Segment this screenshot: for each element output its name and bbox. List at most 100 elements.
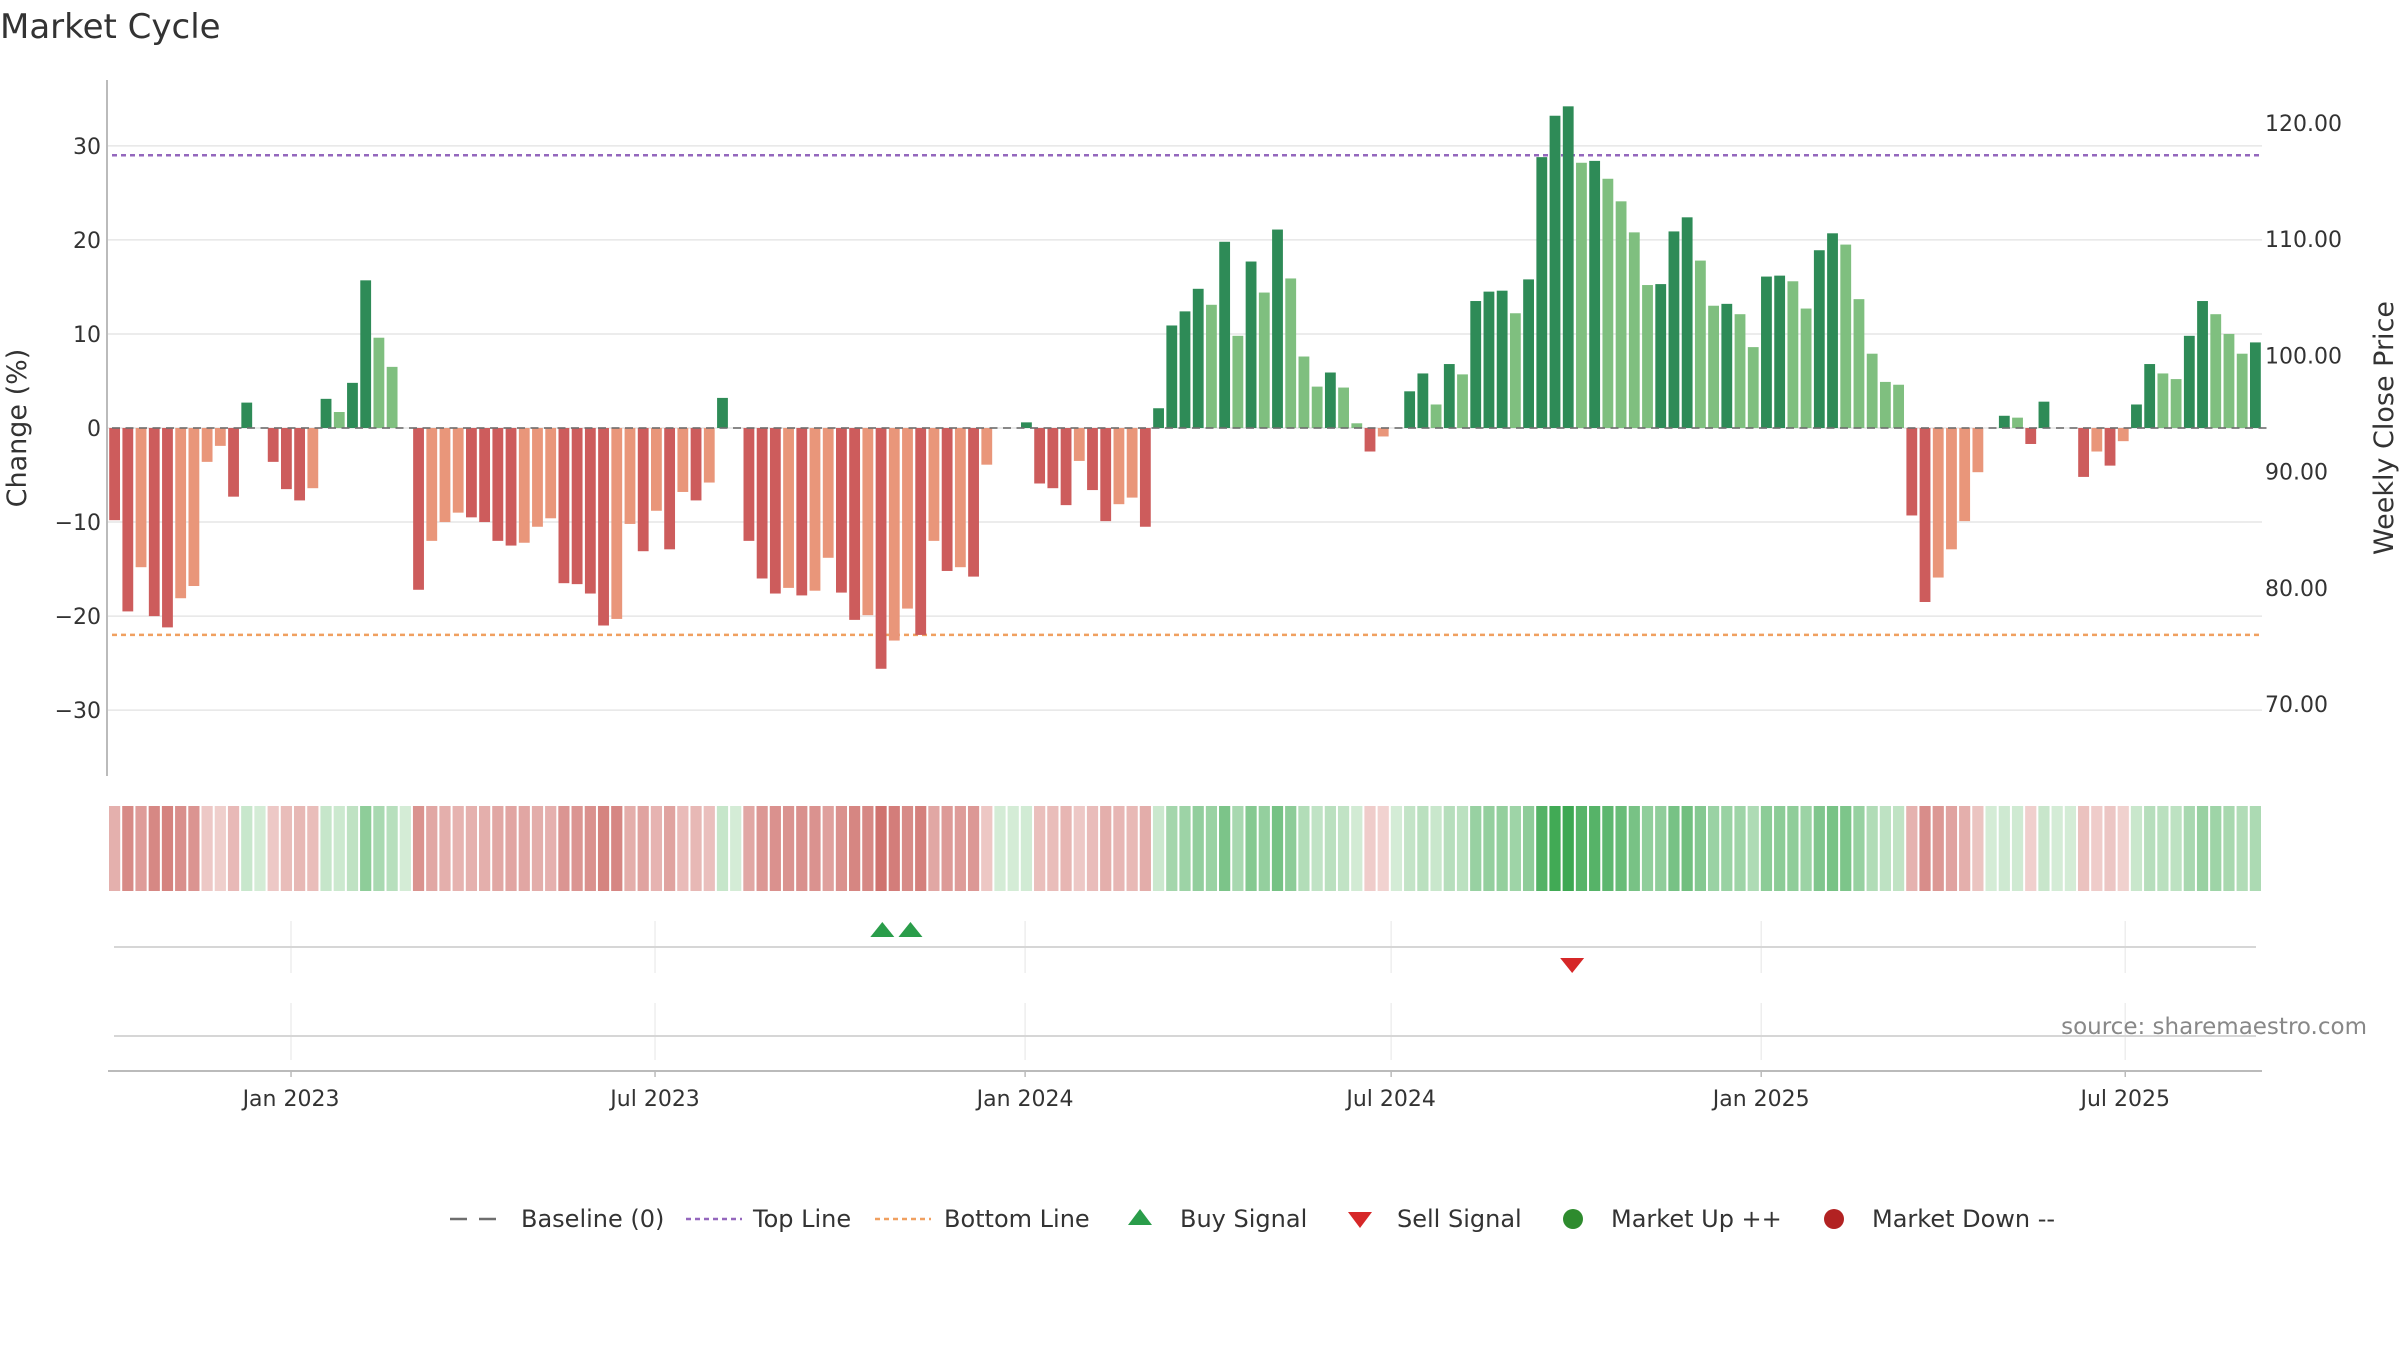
heat-cell: [690, 806, 702, 891]
bar: [1628, 232, 1640, 428]
bar: [1906, 428, 1918, 516]
bar: [1100, 428, 1112, 522]
bar: [320, 398, 332, 428]
heat-cell: [518, 806, 530, 891]
heat-cell: [981, 806, 993, 891]
heat-cell: [1840, 806, 1852, 891]
legend-swatch: [1824, 1209, 1844, 1229]
bar: [1787, 281, 1799, 428]
reference-lines: [112, 153, 2262, 637]
bar: [135, 428, 147, 568]
bar: [214, 428, 226, 446]
bar: [439, 428, 451, 523]
y2-axis-label: Weekly Close Price: [2369, 301, 2400, 555]
heat-cell: [2183, 806, 2195, 891]
heat-cell: [333, 806, 345, 891]
bar: [1338, 387, 1349, 428]
bar: [2157, 373, 2169, 428]
bars: [109, 106, 2261, 669]
bar: [109, 428, 121, 521]
bar: [2012, 417, 2023, 428]
heat-cell: [135, 806, 147, 891]
heat-cell: [175, 806, 187, 891]
heat-cell: [214, 806, 226, 891]
heat-cell: [545, 806, 557, 891]
heat-cell: [1443, 806, 1455, 891]
heat-cell: [1100, 806, 1112, 891]
heat-cell: [1060, 806, 1072, 891]
heat-cell: [2157, 806, 2169, 891]
heat-cell: [1192, 806, 1204, 891]
bar: [611, 428, 623, 619]
bar: [915, 428, 927, 635]
y-tick-label: −20: [55, 605, 101, 630]
bar: [1139, 428, 1151, 527]
heat-cell: [1787, 806, 1799, 891]
bar: [1113, 428, 1125, 505]
heat-cell: [1628, 806, 1640, 891]
heat-cell: [1232, 806, 1244, 891]
heat-cell: [1536, 806, 1548, 891]
heat-cell: [492, 806, 504, 891]
heat-cell: [1985, 806, 1997, 891]
bar: [1602, 178, 1614, 428]
bar: [1866, 353, 1878, 428]
bar: [822, 428, 834, 558]
heat-cell: [849, 806, 861, 891]
heat-cell: [941, 806, 953, 891]
bar: [2183, 335, 2195, 428]
heat-cell: [637, 806, 649, 891]
heat-cell: [2170, 806, 2182, 891]
heat-cell: [1522, 806, 1535, 891]
bar: [2210, 314, 2222, 428]
heat-cell: [2210, 806, 2222, 891]
heat-cell: [386, 806, 398, 891]
y2-tick-label: 100.00: [2265, 344, 2342, 369]
bar: [1827, 233, 1838, 428]
bar: [690, 428, 702, 501]
heat-cell: [1152, 806, 1165, 891]
bar: [373, 337, 385, 428]
bar: [1998, 415, 2010, 428]
heat-cell: [1853, 806, 1865, 891]
bar: [188, 428, 200, 587]
heat-cell: [1456, 806, 1469, 891]
heat-cell: [1298, 806, 1310, 891]
bar: [584, 428, 596, 594]
bar: [756, 428, 768, 579]
bar: [1668, 231, 1680, 428]
bar: [1483, 291, 1495, 428]
y2-tick-label: 110.00: [2265, 228, 2342, 253]
heat-cell: [109, 806, 121, 891]
bar: [1324, 372, 1336, 428]
heat-cell: [1998, 806, 2010, 891]
heat-cell: [1668, 806, 1680, 891]
bar: [1549, 115, 1561, 428]
heat-cell: [346, 806, 359, 891]
bar: [413, 428, 424, 590]
bar: [1298, 356, 1310, 428]
heat-cell: [584, 806, 596, 891]
heat-cell: [1073, 806, 1085, 891]
bar: [1351, 423, 1363, 428]
heat-cell: [2025, 806, 2037, 891]
bar: [267, 428, 279, 462]
bar: [360, 280, 372, 428]
bar: [954, 428, 966, 568]
heat-cell: [730, 806, 742, 891]
heat-cell: [399, 806, 411, 891]
heat-cell: [928, 806, 940, 891]
heat-cell: [703, 806, 715, 891]
legend-label: Top Line: [752, 1205, 851, 1233]
sell-signal-marker: [1560, 958, 1585, 973]
bar: [809, 428, 821, 591]
heat-cell: [1245, 806, 1257, 891]
bar: [1536, 157, 1548, 428]
heat-cell: [227, 806, 240, 891]
heat-cell: [1404, 806, 1416, 891]
heat-cell: [875, 806, 887, 891]
bar: [1073, 428, 1085, 461]
heat-cell: [241, 806, 253, 891]
buy-signal-marker: [898, 922, 923, 937]
